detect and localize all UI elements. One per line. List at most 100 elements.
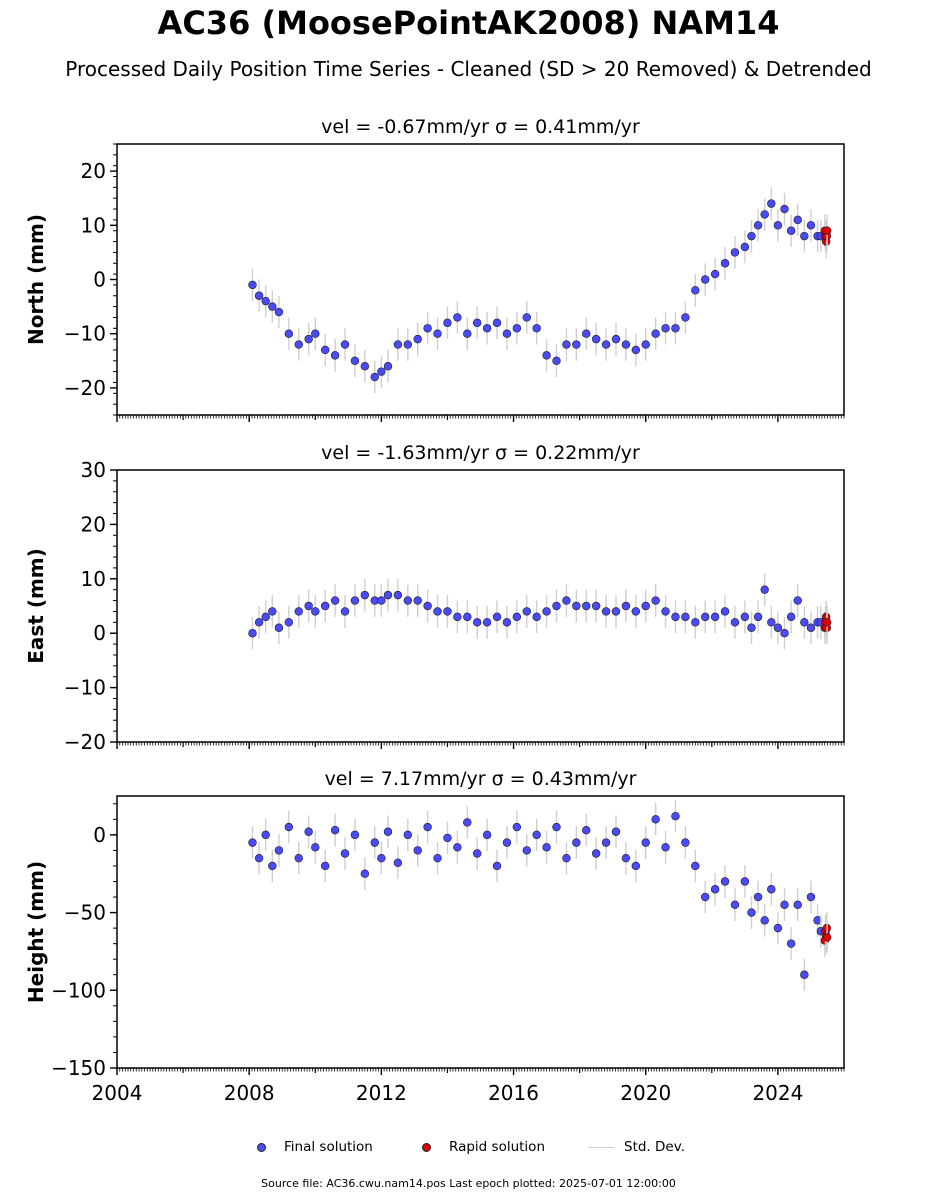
north-final-point [413, 334, 422, 344]
east-final-point [800, 618, 809, 627]
height-axes-frame [116, 795, 845, 1069]
north-final-point [284, 329, 294, 338]
east-final-point [274, 623, 284, 632]
legend-rapid: Rapid solution [422, 1136, 545, 1158]
north-final-point [720, 259, 730, 268]
east-final-point [532, 612, 541, 622]
north-final-point [393, 340, 403, 349]
east-ytick-label: −10 [64, 676, 106, 700]
north-ytick-label: 10 [81, 213, 106, 237]
height-xtick-label: 2016 [488, 1081, 539, 1105]
north-final-point [383, 362, 393, 371]
north-axes-frame [116, 143, 845, 416]
height-final-point [248, 838, 257, 847]
north-panel: vel = -0.67mm/yr σ = 0.41mm/yr North (mm)… [24, 116, 845, 422]
east-final-point [773, 623, 783, 632]
height-final-point [780, 900, 789, 909]
height-final-point [760, 916, 769, 925]
north-final-point [740, 242, 750, 252]
east-final-point [502, 618, 512, 627]
east-final-point [572, 601, 581, 611]
north-final-point [350, 356, 360, 365]
height-final-point [552, 822, 561, 832]
east-final-point [268, 607, 277, 616]
north-final-point [747, 231, 756, 241]
east-final-point [740, 612, 750, 622]
east-final-point [403, 596, 412, 605]
east-final-point [492, 612, 502, 622]
north-final-point [572, 340, 581, 349]
north-final-point [261, 296, 270, 306]
height-final-point [261, 830, 270, 840]
height-final-point [472, 849, 482, 858]
east-final-point [423, 601, 432, 611]
height-final-point [621, 853, 631, 863]
east-final-point [304, 601, 313, 611]
height-xtick-label: 2020 [620, 1081, 671, 1105]
height-final-point [502, 838, 512, 847]
legend-rapid-label: Rapid solution [449, 1139, 545, 1155]
east-final-point [413, 596, 422, 605]
north-final-point [472, 318, 482, 328]
east-ytick-label: 30 [81, 458, 106, 482]
north-final-point [274, 307, 284, 317]
north-final-point [360, 362, 370, 371]
east-final-point [433, 607, 442, 616]
height-ytick-label: −50 [64, 901, 106, 925]
north-final-point [311, 329, 320, 338]
east-final-point [320, 601, 330, 611]
north-final-point [248, 280, 257, 290]
std-line-icon [588, 1146, 614, 1148]
north-ytick-label: −10 [64, 322, 106, 346]
height-final-point [377, 853, 386, 863]
height-xtick-label: 2004 [92, 1081, 143, 1105]
east-final-point [330, 596, 340, 605]
height-ytick-label: −100 [51, 978, 106, 1002]
east-final-point [760, 585, 769, 594]
height-final-point [463, 818, 472, 827]
height-final-point [254, 853, 264, 863]
east-final-point [671, 612, 680, 622]
height-final-point [393, 858, 403, 868]
north-rapid-series [820, 214, 832, 258]
east-final-point [701, 612, 710, 622]
north-final-point [443, 318, 452, 328]
final-marker-icon [257, 1142, 266, 1152]
east-final-point [562, 596, 571, 605]
height-final-point [611, 827, 621, 836]
height-data-layer [248, 799, 832, 992]
height-final-point [701, 892, 710, 902]
height-final-point [786, 939, 796, 948]
east-final-point [443, 607, 452, 616]
legend-final: Final solution [257, 1136, 373, 1158]
east-final-point [621, 601, 631, 611]
east-ytick-label: −20 [64, 730, 106, 754]
north-final-point [760, 210, 769, 219]
east-final-point [472, 618, 482, 627]
east-final-point [248, 628, 257, 638]
height-final-point [651, 815, 660, 824]
figure-title: AC36 (MoosePointAK2008) NAM14 [157, 4, 780, 42]
east-final-point [453, 612, 462, 622]
east-final-point [284, 618, 294, 627]
north-final-point [611, 334, 621, 344]
north-final-point [780, 204, 789, 214]
north-final-point [320, 345, 330, 355]
east-final-point [720, 607, 730, 616]
legend: Final solution Rapid solution Std. Dev. [0, 1136, 937, 1158]
east-final-point [753, 612, 763, 622]
north-final-point [681, 313, 690, 322]
north-final-point [641, 340, 650, 349]
east-final-point [360, 590, 370, 600]
north-final-point [800, 231, 809, 241]
north-final-point [773, 221, 783, 230]
height-final-point [753, 892, 763, 902]
east-final-point [661, 607, 670, 616]
height-final-point [350, 830, 360, 840]
east-final-point [681, 612, 690, 622]
height-final-point [740, 877, 750, 886]
north-final-point [601, 340, 611, 349]
north-final-point [254, 291, 264, 300]
height-xtick-label: 2008 [224, 1081, 275, 1105]
